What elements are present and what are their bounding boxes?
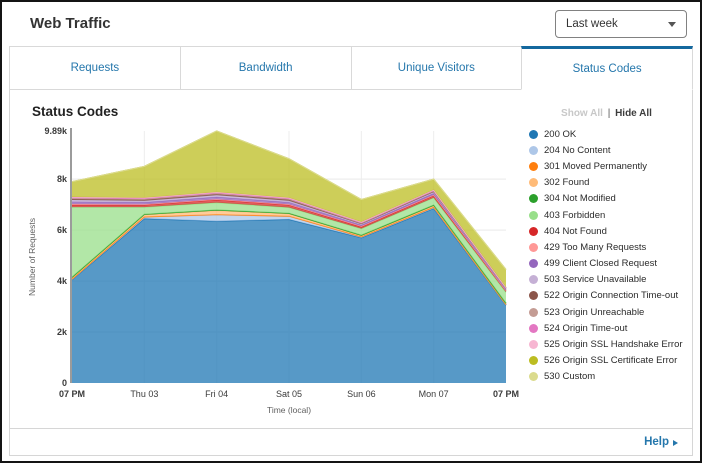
tab-panel: Status Codes 0 2k 4k 6k 8k 9.89k 07 PM Thu 03 Fr… — [9, 89, 693, 456]
legend-label: 530 Custom — [544, 371, 596, 383]
legend-label: 404 Not Found — [544, 225, 607, 237]
tab-requests[interactable]: Requests — [9, 46, 181, 90]
legend-label: 499 Client Closed Request — [544, 258, 658, 270]
legend-dot-icon — [529, 161, 538, 171]
legend-item[interactable]: 302 Found — [529, 175, 684, 191]
help-link[interactable]: Help — [644, 436, 678, 448]
legend-dot-icon — [529, 242, 538, 252]
arrow-right-icon — [673, 439, 678, 446]
svg-text:6k: 6k — [57, 225, 68, 235]
chart-title: Status Codes — [32, 104, 119, 119]
legend-dot-icon — [529, 307, 538, 317]
tab-unique-visitors[interactable]: Unique Visitors — [350, 46, 523, 90]
panel-footer: Help — [10, 428, 692, 455]
area-series — [72, 192, 506, 290]
legend-item[interactable]: 404 Not Found — [529, 223, 684, 239]
legend-label: 525 Origin SSL Handshake Error — [544, 339, 683, 351]
svg-text:9.89k: 9.89k — [44, 126, 68, 136]
legend-dot-icon — [529, 291, 538, 301]
tab-bar: Requests Bandwidth Unique Visitors Status C… — [9, 46, 693, 90]
legend-dot-icon — [529, 129, 538, 139]
legend-dot-icon — [529, 340, 538, 350]
legend-item[interactable]: 403 Forbidden — [529, 207, 684, 223]
legend-dot-icon — [529, 275, 538, 285]
svg-text:Sat 05: Sat 05 — [276, 389, 302, 399]
svg-text:Fri 04: Fri 04 — [205, 389, 228, 399]
legend-label: 302 Found — [544, 177, 590, 189]
page-title: Web Traffic — [30, 15, 111, 32]
legend-items: 200 OK 204 No Content 301 Moved Permanentl… — [529, 126, 684, 385]
legend-controls: Show All | Hide All — [529, 108, 684, 119]
legend: Show All | Hide All 200 OK 204 No Content… — [529, 102, 686, 428]
svg-text:Thu 03: Thu 03 — [130, 389, 158, 399]
legend-item[interactable]: 522 Origin Connection Time-out — [529, 288, 684, 304]
legend-dot-icon — [529, 145, 538, 155]
svg-text:Number of Requests: Number of Requests — [27, 218, 37, 296]
legend-item[interactable]: 200 OK — [529, 126, 684, 142]
legend-separator: | — [607, 108, 611, 119]
legend-label: 526 Origin SSL Certificate Error — [544, 355, 678, 367]
time-range-value: Last week — [566, 18, 618, 30]
legend-dot-icon — [529, 210, 538, 220]
tab-status-codes[interactable]: Status Codes — [521, 46, 693, 90]
area-series — [72, 197, 506, 304]
legend-item[interactable]: 526 Origin SSL Certificate Error — [529, 353, 684, 369]
legend-label: 204 No Content — [544, 144, 611, 156]
legend-dot-icon — [529, 323, 538, 333]
legend-label: 429 Too Many Requests — [544, 241, 647, 253]
legend-hide-all-button[interactable]: Hide All — [615, 108, 652, 119]
legend-label: 524 Origin Time-out — [544, 322, 628, 334]
legend-item[interactable]: 525 Origin SSL Handshake Error — [529, 336, 684, 352]
svg-text:8k: 8k — [57, 174, 68, 184]
tab-bandwidth[interactable]: Bandwidth — [179, 46, 352, 90]
legend-item[interactable]: 304 Not Modified — [529, 191, 684, 207]
legend-dot-icon — [529, 178, 538, 188]
svg-text:Time (local): Time (local) — [267, 405, 311, 415]
chevron-down-icon — [668, 21, 676, 27]
legend-item[interactable]: 429 Too Many Requests — [529, 239, 684, 255]
legend-dot-icon — [529, 356, 538, 366]
legend-dot-icon — [529, 226, 538, 236]
svg-text:Sun 06: Sun 06 — [347, 389, 376, 399]
svg-text:07 PM: 07 PM — [493, 389, 519, 399]
legend-item[interactable]: 503 Service Unavailable — [529, 272, 684, 288]
svg-text:07 PM: 07 PM — [59, 389, 85, 399]
legend-item[interactable]: 523 Origin Unreachable — [529, 304, 684, 320]
chart-column: Status Codes 0 2k 4k 6k 8k 9.89k 07 PM Thu 03 Fr… — [24, 102, 529, 428]
legend-label: 200 OK — [544, 128, 577, 140]
legend-item[interactable]: 204 No Content — [529, 142, 684, 158]
time-range-select[interactable]: Last week — [555, 10, 687, 38]
legend-show-all-button[interactable]: Show All — [561, 108, 603, 119]
legend-label: 301 Moved Permanently — [544, 160, 647, 172]
legend-dot-icon — [529, 194, 538, 204]
svg-text:Mon 07: Mon 07 — [419, 389, 449, 399]
legend-item[interactable]: 530 Custom — [529, 369, 684, 385]
legend-label: 523 Origin Unreachable — [544, 306, 645, 318]
legend-label: 522 Origin Connection Time-out — [544, 290, 679, 302]
legend-item[interactable]: 524 Origin Time-out — [529, 320, 684, 336]
chart-section: Status Codes 0 2k 4k 6k 8k 9.89k 07 PM Thu 03 Fr… — [10, 90, 692, 428]
legend-label: 403 Forbidden — [544, 209, 606, 221]
widget-header: Web Traffic Last week — [2, 2, 700, 46]
legend-label: 503 Service Unavailable — [544, 274, 647, 286]
legend-dot-icon — [529, 259, 538, 269]
status-codes-stacked-area-chart: 0 2k 4k 6k 8k 9.89k 07 PM Thu 03 Fri 04 Sat 05 Sun… — [27, 126, 519, 415]
svg-text:2k: 2k — [57, 327, 68, 337]
help-label: Help — [644, 436, 669, 448]
area-series — [72, 193, 506, 291]
legend-item[interactable]: 301 Moved Permanently — [529, 158, 684, 174]
legend-item[interactable]: 499 Client Closed Request — [529, 256, 684, 272]
legend-label: 304 Not Modified — [544, 193, 616, 205]
svg-text:0: 0 — [62, 378, 67, 388]
svg-text:4k: 4k — [57, 276, 68, 286]
area-series — [72, 131, 506, 288]
area-series — [72, 208, 506, 383]
legend-dot-icon — [529, 372, 538, 382]
